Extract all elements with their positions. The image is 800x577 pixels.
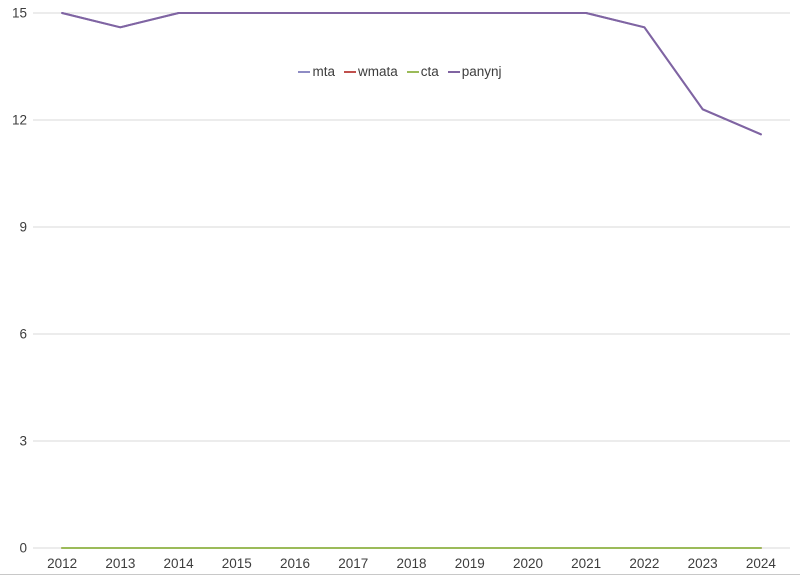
x-tick-label-2020: 2020 <box>513 556 543 571</box>
x-tick-label-2016: 2016 <box>280 556 310 571</box>
x-tick-label-2015: 2015 <box>222 556 252 571</box>
y-tick-label-3: 3 <box>19 434 27 449</box>
bottom-divider <box>0 574 800 575</box>
legend-item-panynj: panynj <box>447 64 502 79</box>
series-line-panynj <box>61 12 762 136</box>
x-tick-label-2012: 2012 <box>47 556 77 571</box>
x-tick-label-2024: 2024 <box>746 556 777 571</box>
chart-legend: mta wmata cta panynj <box>0 64 800 79</box>
legend-label-wmata: wmata <box>357 64 398 79</box>
legend-item-cta: cta <box>406 64 439 79</box>
x-tick-label-2019: 2019 <box>455 556 485 571</box>
legend-item-mta: mta <box>298 64 335 79</box>
y-tick-label-0: 0 <box>19 541 27 556</box>
legend-line-swatch-panynj <box>447 70 460 73</box>
x-tick-label-2022: 2022 <box>629 556 659 571</box>
legend-line-swatch-cta <box>406 70 419 73</box>
x-tick-label-2017: 2017 <box>338 556 368 571</box>
y-tick-label-15: 15 <box>12 6 27 21</box>
x-tick-label-2018: 2018 <box>396 556 426 571</box>
y-tick-label-12: 12 <box>12 113 27 128</box>
legend-label-panynj: panynj <box>461 64 502 79</box>
legend-label-cta: cta <box>420 64 439 79</box>
legend-line-swatch-mta <box>298 70 311 73</box>
y-tick-label-9: 9 <box>19 220 27 235</box>
legend-label-mta: mta <box>312 64 335 79</box>
x-tick-label-2013: 2013 <box>105 556 135 571</box>
y-tick-label-6: 6 <box>19 327 27 342</box>
legend-item-wmata: wmata <box>343 64 398 79</box>
legend-line-swatch-wmata <box>343 70 356 73</box>
x-tick-label-2021: 2021 <box>571 556 601 571</box>
x-tick-label-2014: 2014 <box>164 556 195 571</box>
x-tick-label-2023: 2023 <box>688 556 718 571</box>
